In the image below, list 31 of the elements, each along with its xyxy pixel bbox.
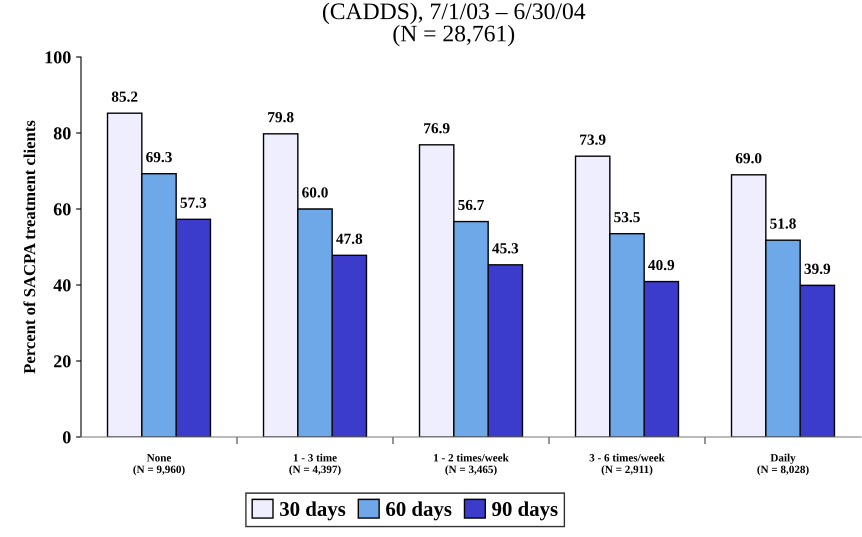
data-label: 85.2 — [112, 91, 138, 102]
data-label: 76.9 — [424, 123, 450, 134]
y-tick-label: 20 — [54, 355, 71, 368]
x-tick-label: 1 - 3 time (N = 4,397) — [289, 454, 341, 476]
data-label: 40.9 — [648, 260, 674, 270]
data-label: 51.8 — [770, 218, 796, 229]
data-label: 47.8 — [336, 234, 362, 244]
x-tick-label: 3 - 6 times/week (N = 2,911) — [590, 454, 665, 476]
data-label: 57.3 — [180, 198, 206, 208]
y-axis-title: Percent of SACPA treatment clients — [23, 120, 36, 374]
x-tick-label: None (N = 9,960) — [133, 454, 185, 476]
legend-label: 60 days — [386, 501, 452, 520]
y-tick-label: 0 — [62, 431, 71, 444]
y-tick-label: 40 — [53, 279, 71, 292]
data-label: 39.9 — [804, 264, 830, 274]
x-tick-label: Daily (N = 8,028) — [757, 454, 809, 476]
chart-title: (CADDS), 7/1/03 – 6/30/04 (N = 28,761) — [322, 2, 586, 46]
y-tick-label: 60 — [54, 203, 71, 216]
data-label: 60.0 — [302, 187, 328, 198]
data-label: 69.0 — [736, 153, 762, 164]
data-label: 79.8 — [268, 112, 294, 122]
y-tick-label: 80 — [54, 127, 71, 140]
data-label: 69.3 — [146, 152, 172, 162]
legend-label: 30 days — [280, 501, 346, 520]
legend-label: 90 days — [492, 501, 558, 520]
y-tick-label: 100 — [46, 51, 71, 64]
data-label: 56.7 — [458, 200, 484, 210]
data-label: 45.3 — [492, 243, 518, 254]
x-tick-label: 1 - 2 times/week (N = 3,465) — [434, 454, 509, 476]
data-label: 53.5 — [614, 212, 640, 222]
data-label: 73.9 — [580, 134, 606, 145]
